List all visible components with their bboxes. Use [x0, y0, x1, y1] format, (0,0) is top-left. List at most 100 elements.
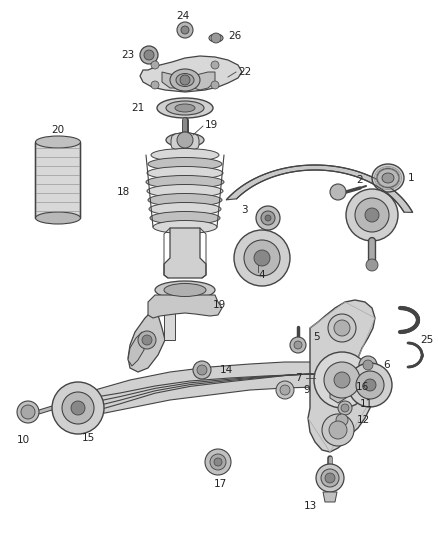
Circle shape	[177, 132, 193, 148]
Text: 17: 17	[213, 479, 226, 489]
Text: 13: 13	[304, 501, 317, 511]
Text: 20: 20	[51, 125, 64, 135]
Ellipse shape	[150, 212, 220, 224]
Circle shape	[254, 250, 270, 266]
Text: 3: 3	[241, 205, 248, 215]
Circle shape	[214, 458, 222, 466]
Circle shape	[138, 331, 156, 349]
Polygon shape	[128, 308, 165, 372]
Polygon shape	[162, 72, 215, 90]
Ellipse shape	[170, 69, 200, 91]
Circle shape	[322, 414, 354, 446]
Circle shape	[328, 314, 356, 342]
Circle shape	[265, 215, 271, 221]
Text: 11: 11	[360, 399, 373, 409]
Ellipse shape	[151, 149, 219, 161]
Circle shape	[325, 473, 335, 483]
Text: 2: 2	[356, 175, 363, 185]
Circle shape	[356, 371, 384, 399]
Ellipse shape	[164, 284, 206, 296]
Circle shape	[341, 404, 349, 412]
Circle shape	[321, 469, 339, 487]
Circle shape	[211, 61, 219, 69]
Text: 14: 14	[220, 365, 233, 375]
Circle shape	[348, 363, 392, 407]
Text: 9: 9	[303, 385, 310, 395]
Circle shape	[177, 22, 193, 38]
Circle shape	[336, 414, 348, 426]
Circle shape	[261, 211, 275, 225]
Circle shape	[290, 337, 306, 353]
Polygon shape	[128, 332, 144, 366]
Polygon shape	[164, 300, 175, 340]
Circle shape	[359, 356, 377, 374]
Text: 1: 1	[408, 173, 415, 183]
Text: 5: 5	[313, 332, 320, 342]
Circle shape	[234, 230, 290, 286]
Circle shape	[205, 449, 231, 475]
Circle shape	[330, 184, 346, 200]
Circle shape	[244, 240, 280, 276]
Circle shape	[363, 360, 373, 370]
Text: 19: 19	[213, 300, 226, 310]
Circle shape	[256, 206, 280, 230]
Text: 21: 21	[132, 103, 145, 113]
Circle shape	[197, 365, 207, 375]
Text: 4: 4	[258, 270, 265, 280]
Circle shape	[366, 259, 378, 271]
Ellipse shape	[155, 281, 215, 299]
Circle shape	[151, 81, 159, 89]
Circle shape	[142, 335, 152, 345]
Circle shape	[276, 381, 294, 399]
Circle shape	[334, 372, 350, 388]
Ellipse shape	[149, 203, 221, 215]
Circle shape	[338, 401, 352, 415]
Polygon shape	[68, 362, 375, 420]
Text: 24: 24	[177, 11, 190, 21]
Ellipse shape	[147, 166, 223, 180]
Ellipse shape	[157, 98, 213, 118]
Circle shape	[17, 401, 39, 423]
Circle shape	[151, 61, 159, 69]
Circle shape	[294, 341, 302, 349]
Circle shape	[144, 50, 154, 60]
Ellipse shape	[148, 157, 222, 171]
Polygon shape	[35, 142, 80, 218]
Ellipse shape	[209, 34, 223, 42]
Text: 7: 7	[295, 373, 302, 383]
Text: 25: 25	[420, 335, 433, 345]
Ellipse shape	[166, 101, 204, 115]
Ellipse shape	[147, 184, 223, 198]
Circle shape	[314, 352, 370, 408]
Circle shape	[181, 26, 189, 34]
Circle shape	[211, 33, 221, 43]
Circle shape	[193, 361, 211, 379]
Circle shape	[355, 198, 389, 232]
Circle shape	[364, 379, 376, 391]
Text: 12: 12	[357, 415, 370, 425]
Circle shape	[280, 385, 290, 395]
Circle shape	[365, 208, 379, 222]
Polygon shape	[323, 492, 337, 502]
Ellipse shape	[175, 104, 195, 112]
Text: 23: 23	[122, 50, 135, 60]
Polygon shape	[164, 228, 206, 278]
Circle shape	[62, 392, 94, 424]
Circle shape	[21, 405, 35, 419]
Ellipse shape	[166, 133, 204, 147]
Circle shape	[211, 81, 219, 89]
Circle shape	[71, 401, 85, 415]
Circle shape	[334, 320, 350, 336]
Ellipse shape	[176, 74, 194, 86]
Circle shape	[329, 421, 347, 439]
Text: 16: 16	[356, 382, 369, 392]
Circle shape	[140, 46, 158, 64]
Ellipse shape	[377, 168, 399, 188]
Text: 15: 15	[81, 433, 95, 443]
Ellipse shape	[146, 175, 224, 189]
Polygon shape	[171, 132, 199, 149]
Text: 22: 22	[238, 67, 251, 77]
Polygon shape	[330, 385, 346, 403]
Polygon shape	[148, 295, 222, 318]
Ellipse shape	[35, 136, 81, 148]
